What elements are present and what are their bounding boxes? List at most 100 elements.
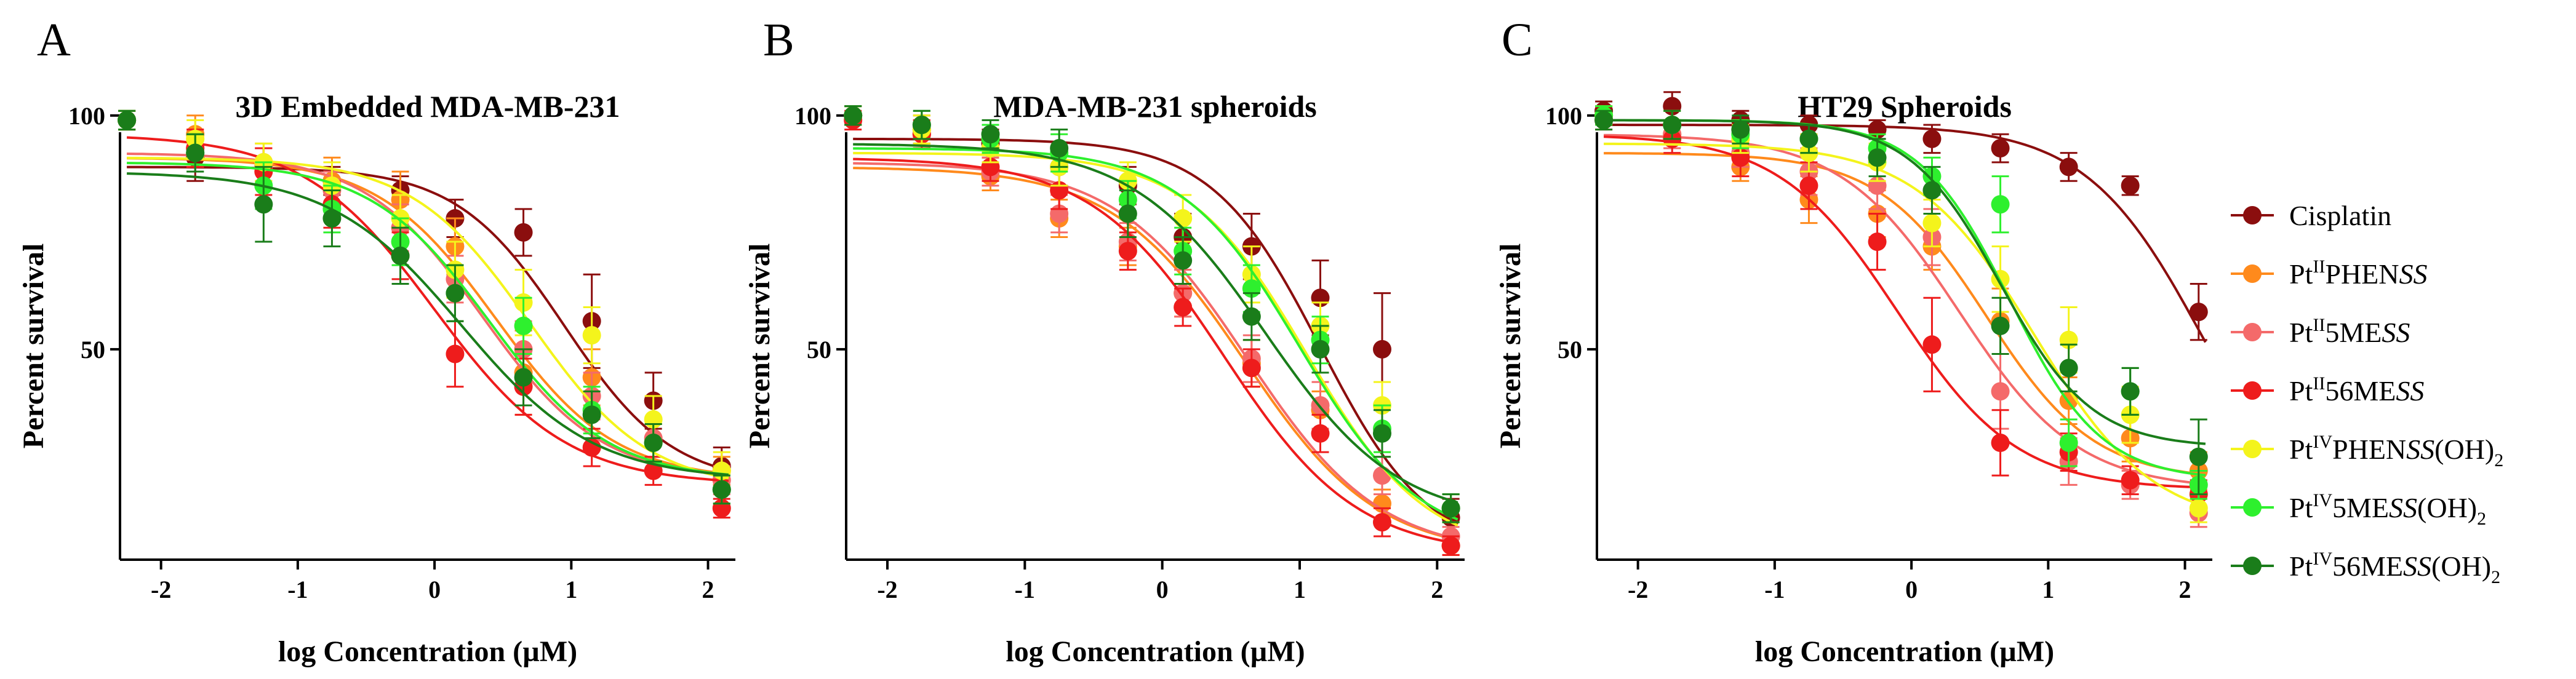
legend-label-part: 2 xyxy=(2477,509,2486,529)
x-axis-label: log Concentration (µM) xyxy=(1006,635,1305,668)
legend-label: PtIIPHENSS xyxy=(2289,256,2427,290)
data-point xyxy=(1922,129,1942,148)
data-point xyxy=(446,284,465,303)
x-tick-label: -1 xyxy=(1764,576,1785,603)
fit-curve xyxy=(853,147,1458,521)
panel-c: C HT29 Spheroids -2 -1 0 1 2 50 100 log Concentra… xyxy=(1494,14,2212,668)
data-point xyxy=(712,480,731,499)
series-p2me56 xyxy=(844,109,1460,556)
data-point xyxy=(446,344,465,363)
fit-curve xyxy=(1604,142,2206,508)
data-point xyxy=(2189,447,2208,466)
data-point xyxy=(1731,120,1750,139)
legend-label-part: Pt xyxy=(2289,317,2313,348)
data-point xyxy=(2189,499,2208,518)
legend-label-part: (OH) xyxy=(2417,492,2477,523)
data-point xyxy=(1242,359,1261,378)
series-p4me56 xyxy=(844,105,1460,523)
data-point xyxy=(1991,139,2010,158)
data-point xyxy=(1799,129,1818,148)
x-tick-label: 1 xyxy=(565,576,577,603)
legend-item-cis: Cisplatin xyxy=(2231,200,2391,231)
legend-item-p2phen: PtIIPHENSS xyxy=(2231,256,2427,290)
fit-curve xyxy=(127,156,729,480)
data-point xyxy=(1991,433,2010,452)
legend-label-part: SS xyxy=(2406,434,2434,465)
fit-curve xyxy=(853,143,1458,504)
x-tick-label: -2 xyxy=(877,576,897,603)
data-point xyxy=(1868,232,1887,252)
x-tick-label: 0 xyxy=(1156,576,1169,603)
fit-curve xyxy=(127,162,729,476)
legend-label-part: Pt xyxy=(2289,258,2313,290)
x-tick-label: 2 xyxy=(2179,576,2191,603)
legend-label-part: Pt xyxy=(2289,550,2313,582)
data-point xyxy=(1441,536,1460,555)
legend-label-part: II xyxy=(2313,256,2325,277)
fit-curve xyxy=(126,136,729,482)
legend-label: Cisplatin xyxy=(2289,200,2391,231)
fit-curve xyxy=(127,172,729,477)
legend-label-part: SS xyxy=(2399,258,2427,290)
legend-item-p4phen: PtIVPHENSS(OH)2 xyxy=(2231,432,2503,471)
panel-b: B MDA-MB-231 spheroids -2 -1 0 1 2 50 100 log Con… xyxy=(743,14,1465,668)
legend-marker xyxy=(2243,557,2262,575)
data-point xyxy=(1118,242,1137,261)
legend-marker xyxy=(2243,206,2262,224)
data-point xyxy=(1799,176,1818,195)
legend: CisplatinPtIIPHENSSPtII5MESSPtII56MESSPt… xyxy=(2231,200,2503,587)
fit-curve xyxy=(127,153,729,477)
legend-item-p4me5: PtIV5MESS(OH)2 xyxy=(2231,490,2486,529)
legend-marker xyxy=(2243,323,2262,341)
legend-label-part: SS xyxy=(2389,492,2417,523)
data-point xyxy=(1991,195,2010,214)
series-p4phen xyxy=(844,105,1460,527)
x-tick-label: 2 xyxy=(1431,576,1443,603)
x-axis-label: log Concentration (µM) xyxy=(1755,635,2054,668)
legend-label-part: SS xyxy=(2382,317,2410,348)
data-point xyxy=(1373,424,1391,443)
series-p4me5 xyxy=(1594,105,2208,500)
legend-label-part: 2 xyxy=(2494,450,2503,471)
fit-curve xyxy=(1604,133,2206,485)
data-point xyxy=(1991,316,2010,335)
fit-curve xyxy=(1604,135,2206,489)
data-point xyxy=(2189,303,2208,322)
y-tick-label: 50 xyxy=(1558,336,1582,363)
data-point xyxy=(582,438,601,457)
data-point xyxy=(981,125,1000,144)
legend-marker xyxy=(2243,440,2262,458)
legend-label: PtII56MESS xyxy=(2289,373,2424,407)
chart-title: MDA-MB-231 spheroids xyxy=(993,89,1316,124)
data-point xyxy=(254,195,273,214)
legend-label-part: (OH) xyxy=(2431,550,2491,582)
panel-letter: A xyxy=(37,14,71,66)
fit-curve xyxy=(1604,119,2206,445)
x-tick-label: 0 xyxy=(428,576,441,603)
legend-label-part: (OH) xyxy=(2434,434,2494,465)
data-point xyxy=(1991,382,2010,401)
data-point xyxy=(1922,335,1942,354)
chart-title: HT29 Spheroids xyxy=(1798,89,2012,124)
data-point xyxy=(844,106,863,125)
data-point xyxy=(912,116,931,135)
data-point xyxy=(644,433,663,452)
legend-label-part: Pt xyxy=(2289,434,2313,465)
data-point xyxy=(1118,204,1137,223)
legend-label-part: Pt xyxy=(2289,375,2313,407)
panel-a: A 3D Embedded MDA-MB-231 -2 -1 0 1 2 50 100 log C… xyxy=(17,14,735,668)
legend-item-p4me56: PtIV56MESS(OH)2 xyxy=(2231,549,2500,587)
data-point xyxy=(1373,340,1391,359)
x-tick-label: -1 xyxy=(287,576,308,603)
y-axis-label: Percent survival xyxy=(1494,244,1527,449)
legend-label-part: PHEN xyxy=(2332,434,2406,465)
legend-label-part: II xyxy=(2313,373,2325,394)
data-point xyxy=(2121,471,2140,490)
data-point xyxy=(1311,340,1330,359)
fit-curve xyxy=(853,137,1458,526)
series-p4me56 xyxy=(1594,109,2208,496)
x-tick-label: 1 xyxy=(2042,576,2054,603)
legend-item-p2me5: PtII5MESS xyxy=(2231,315,2410,348)
legend-marker xyxy=(2243,498,2262,517)
y-tick-label: 100 xyxy=(1545,102,1582,130)
